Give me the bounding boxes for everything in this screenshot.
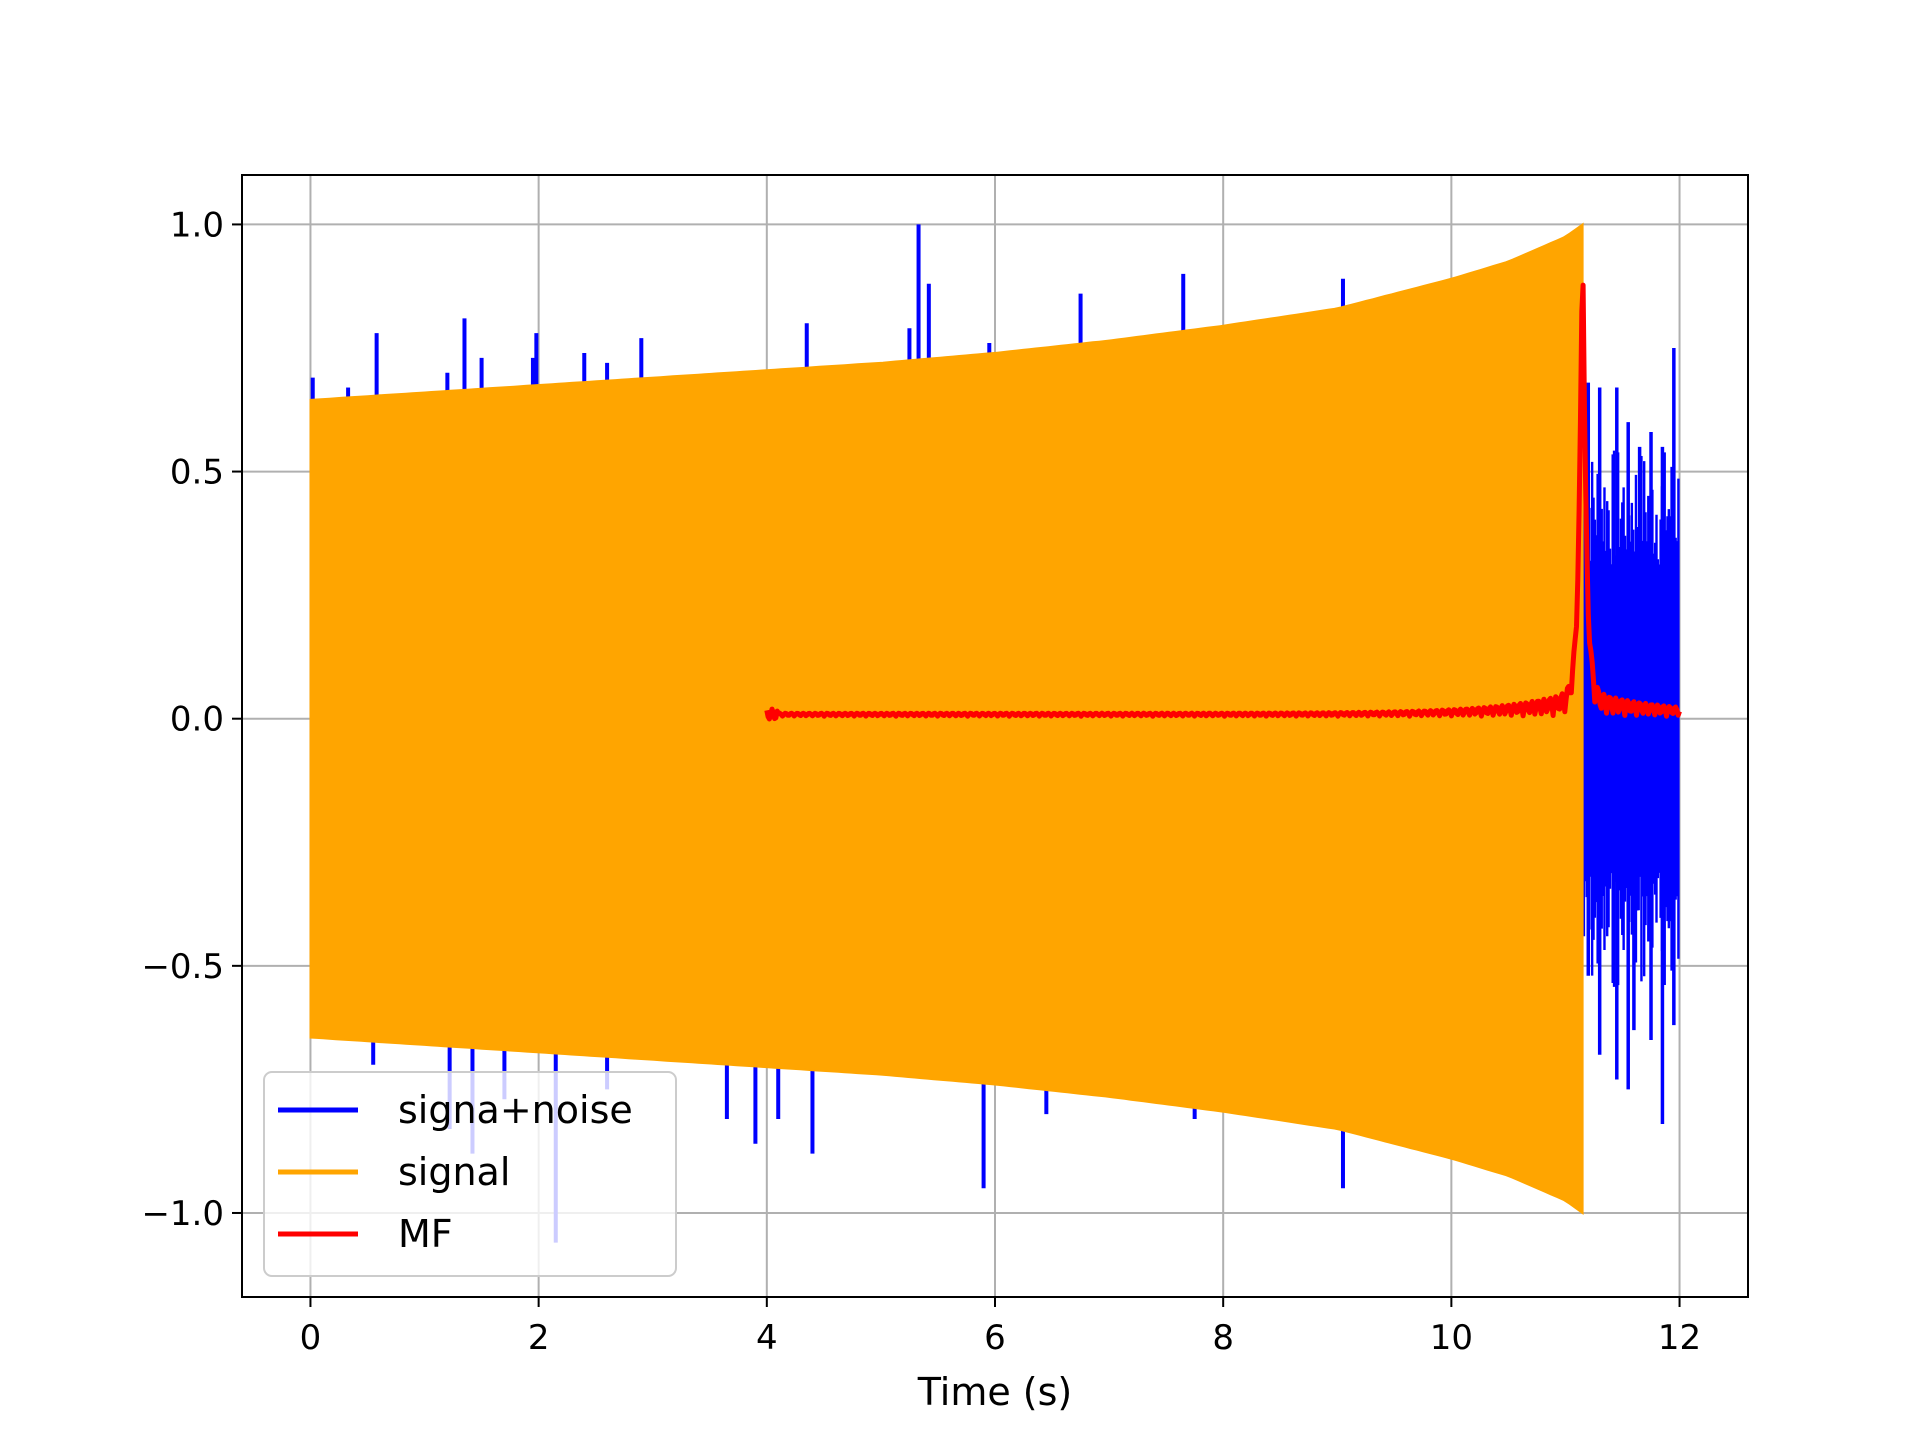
y-tick-label-4: −1.0 bbox=[141, 1194, 224, 1234]
series-signa-noise-tail bbox=[1581, 347, 1680, 1125]
x-tick-label-0: 0 bbox=[300, 1318, 322, 1358]
series-signal bbox=[309, 222, 1584, 1215]
y-tick-label-1: 0.5 bbox=[170, 453, 224, 493]
series-mf bbox=[764, 282, 1682, 722]
x-tick-label-4: 8 bbox=[1212, 1318, 1234, 1358]
legend-label-1: signal bbox=[398, 1150, 510, 1194]
x-axis-label: Time (s) bbox=[917, 1370, 1073, 1414]
series-layer bbox=[309, 222, 1682, 1243]
x-tick-label-2: 4 bbox=[756, 1318, 778, 1358]
axes-ticks: 0 2 4 6 8 10 12 1.0 0.5 0.0 −0.5 −1.0 bbox=[141, 205, 1701, 1358]
x-tick-label-6: 12 bbox=[1658, 1318, 1701, 1358]
legend-box bbox=[263, 1071, 677, 1277]
legend: signa+noise signal MF bbox=[263, 1071, 677, 1277]
y-tick-label-2: 0.0 bbox=[170, 700, 224, 740]
y-tick-label-0: 1.0 bbox=[170, 205, 224, 245]
legend-label-0: signa+noise bbox=[398, 1088, 633, 1132]
x-tick-label-1: 2 bbox=[528, 1318, 550, 1358]
y-tick-label-3: −0.5 bbox=[141, 947, 224, 987]
x-tick-label-3: 6 bbox=[984, 1318, 1006, 1358]
x-tick-label-5: 10 bbox=[1430, 1318, 1473, 1358]
legend-label-2: MF bbox=[398, 1212, 453, 1256]
